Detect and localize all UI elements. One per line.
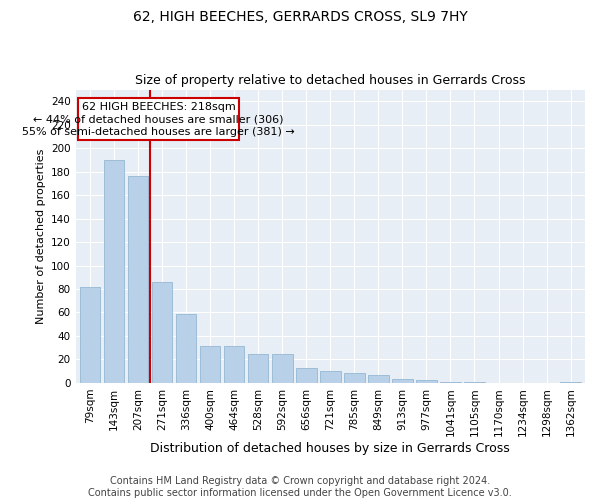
Bar (80, 286, 100, 383)
Bar (392, 380, 413, 383)
Bar (464, 382, 485, 383)
Bar (368, 374, 389, 383)
Bar (560, 382, 581, 383)
Bar (152, 282, 172, 383)
Text: 55% of semi-detached houses are larger (381) →: 55% of semi-detached houses are larger (… (22, 128, 295, 138)
Bar (416, 380, 437, 383)
Title: Size of property relative to detached houses in Gerrards Cross: Size of property relative to detached ho… (135, 74, 526, 87)
Bar (128, 176, 148, 383)
Bar (296, 368, 317, 383)
Bar (224, 346, 244, 383)
Text: 62 HIGH BEECHES: 218sqm: 62 HIGH BEECHES: 218sqm (82, 102, 235, 112)
Y-axis label: Number of detached properties: Number of detached properties (35, 148, 46, 324)
Bar (200, 346, 220, 383)
Bar (272, 354, 293, 383)
Bar (176, 314, 196, 383)
Text: ← 44% of detached houses are smaller (306): ← 44% of detached houses are smaller (30… (34, 114, 284, 124)
Text: Contains HM Land Registry data © Crown copyright and database right 2024.
Contai: Contains HM Land Registry data © Crown c… (88, 476, 512, 498)
Text: 62, HIGH BEECHES, GERRARDS CROSS, SL9 7HY: 62, HIGH BEECHES, GERRARDS CROSS, SL9 7H… (133, 10, 467, 24)
Bar (104, 160, 124, 383)
FancyBboxPatch shape (78, 98, 239, 140)
Bar (440, 382, 461, 383)
Bar (344, 374, 365, 383)
X-axis label: Distribution of detached houses by size in Gerrards Cross: Distribution of detached houses by size … (151, 442, 510, 455)
Bar (248, 354, 268, 383)
Bar (320, 371, 341, 383)
